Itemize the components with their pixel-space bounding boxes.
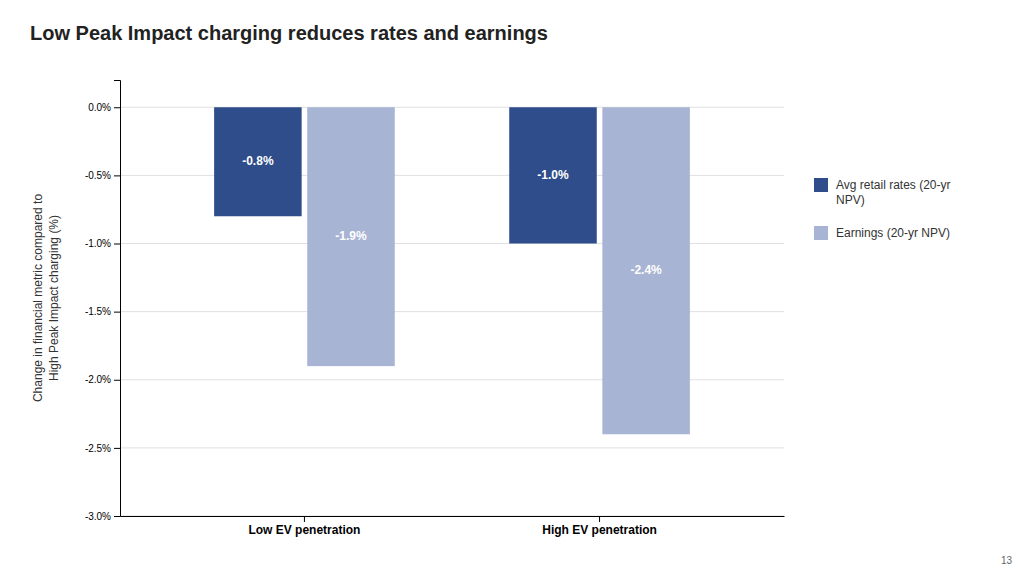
tick-label: Low EV penetration [248,523,360,537]
text-line: High Peak Impact charging (%) [47,215,61,381]
tick: -1.0% [85,238,120,249]
bar [602,107,690,434]
data-label: -1.9% [335,229,367,243]
legend-item: Avg retail rates (20-yrNPV) [814,178,951,207]
tick-label: -1.5% [85,306,111,317]
tick: Low EV penetration [248,516,360,537]
legend-label: Avg retail rates (20-yrNPV) [836,178,951,207]
bar [509,107,597,243]
tick: -2.0% [85,374,120,385]
tick: -0.5% [85,170,120,181]
tick-label: -3.0% [85,511,111,522]
text-line: Change in financial metric compared to [31,194,45,402]
tick-mark [114,107,120,108]
legend-swatch [814,226,828,240]
tick: 0.0% [88,102,120,113]
tick-mark [114,175,120,176]
bars [214,107,690,434]
tick: -1.5% [85,306,120,317]
y-axis: 0.0% -0.5% -1.0% -1.5% -2.0% -2.5% -3.0% [85,81,121,522]
tick-mark [114,516,120,517]
tick-label: 0.0% [88,102,111,113]
tick-label: -2.5% [85,443,111,454]
plot: 0.0% -0.5% -1.0% -1.5% -2.0% -2.5% -3.0% Low EV… [31,81,785,537]
data-labels: -0.8% -1.0% -1.9% -2.4% [242,154,662,277]
tick: -3.0% [85,511,120,522]
bar [214,107,302,216]
data-label: -1.0% [537,168,569,182]
grid-line [120,516,784,517]
text-line: Avg retail rates (20-yr [836,178,951,192]
tick-mark [599,516,600,522]
axis-line [121,516,785,517]
annotation: 13 [1001,555,1013,566]
tick-label: -2.0% [85,374,111,385]
axis-line [114,81,121,517]
legend-swatch [814,178,828,192]
text-line: NPV) [836,193,865,207]
legend: Avg retail rates (20-yrNPV) Earnings (20-… [814,178,951,240]
x-axis: Low EV penetration High EV penetration [121,516,785,537]
tick: High EV penetration [542,516,657,537]
grid [120,107,784,516]
text-line: Earnings (20-yr NPV) [836,226,950,240]
tick: -2.5% [85,443,120,454]
tick-mark [114,380,120,381]
bar [307,107,395,366]
tick-mark [114,244,120,245]
chart: Low Peak Impact charging reduces rates a… [0,0,1024,576]
title: Low Peak Impact charging reduces rates a… [30,22,548,44]
legend-item: Earnings (20-yr NPV) [814,226,950,240]
data-label: -2.4% [630,263,662,277]
y-axis-label: Change in financial metric compared toHi… [31,194,61,402]
data-label: -0.8% [242,154,274,168]
tick-label: High EV penetration [542,523,657,537]
tick-mark [114,312,120,313]
tick-label: -1.0% [85,238,111,249]
tick-label: -0.5% [85,170,111,181]
tick-mark [304,516,305,522]
legend-label: Earnings (20-yr NPV) [836,226,950,240]
tick-mark [114,448,120,449]
grid-line [120,447,784,448]
